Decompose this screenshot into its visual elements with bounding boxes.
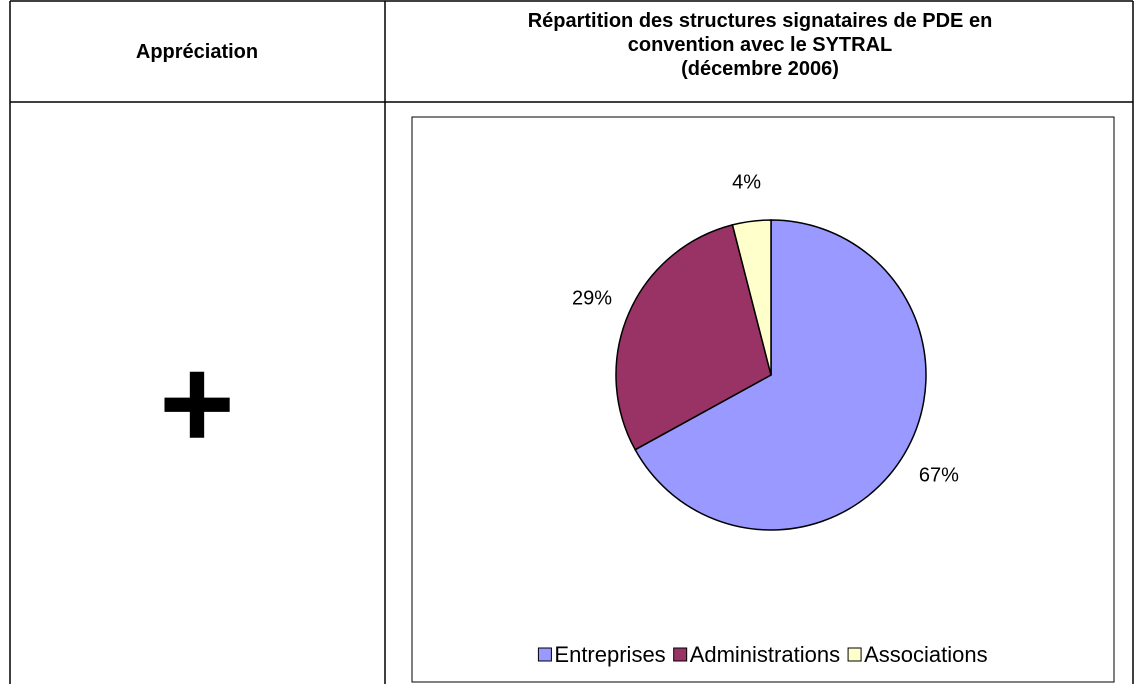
legend-swatch <box>673 647 688 662</box>
legend-swatch <box>847 647 862 662</box>
table-borders <box>9 0 1134 684</box>
legend-label: Associations <box>864 642 988 667</box>
legend-label: Administrations <box>690 642 840 667</box>
pie-slice <box>615 223 772 451</box>
chart-subtitle: (décembre 2006) <box>681 58 839 80</box>
legend-label: Entreprises <box>554 642 665 667</box>
data-label: 67% <box>919 464 959 486</box>
pie-slice <box>634 219 927 531</box>
chart-title: Répartition des structures signataires d… <box>528 10 993 56</box>
rating: + <box>159 330 235 476</box>
data-label: 4% <box>732 172 761 194</box>
legend-swatch <box>537 647 552 662</box>
pie-chart: 67% 29% 4% Entreprises Administrations Associ… <box>537 172 988 667</box>
data-label: 29% <box>572 288 612 310</box>
pie-slice <box>731 219 772 376</box>
column-header: Appréciation <box>136 41 258 63</box>
